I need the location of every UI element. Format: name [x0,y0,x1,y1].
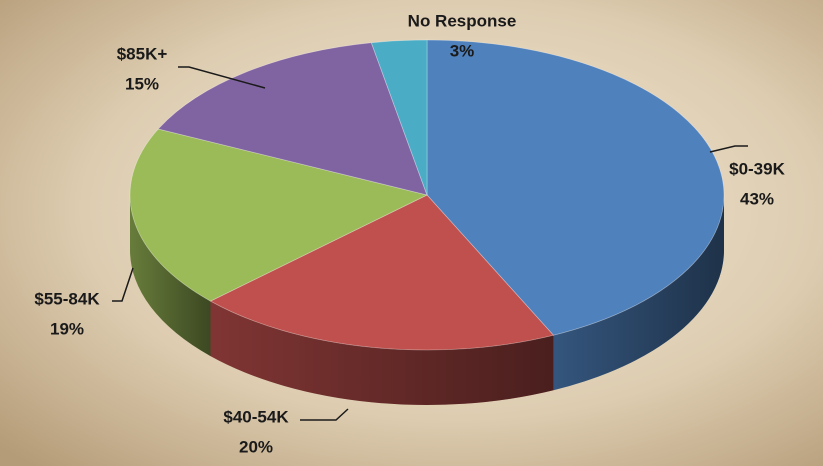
category-label: $0-39K [729,159,785,178]
value-label: 15% [125,74,159,93]
leader-line [112,267,134,302]
slice [157,42,428,196]
side-shade [210,301,554,405]
category-label: No Response [408,11,517,30]
category-label: $85K+ [117,44,168,63]
leader-line [300,408,349,421]
category-label: $40-54K [223,407,289,426]
slice [370,39,428,196]
side-shade [553,195,724,391]
slice [426,39,725,336]
slice [129,128,429,302]
value-label: 20% [239,437,273,456]
value-label: 43% [740,189,774,208]
slice [209,194,555,351]
leader-line [709,145,748,153]
leader-line [178,66,266,89]
value-label: 3% [450,41,475,60]
labels: $0-39K 43% $40-54K 20% $55-84K 19% $85K+ 15% No … [34,11,785,456]
value-label: 19% [50,319,84,338]
category-label: $55-84K [34,289,100,308]
pie-tops [129,39,725,351]
pie-sides [130,195,724,405]
side-shade [130,195,211,357]
